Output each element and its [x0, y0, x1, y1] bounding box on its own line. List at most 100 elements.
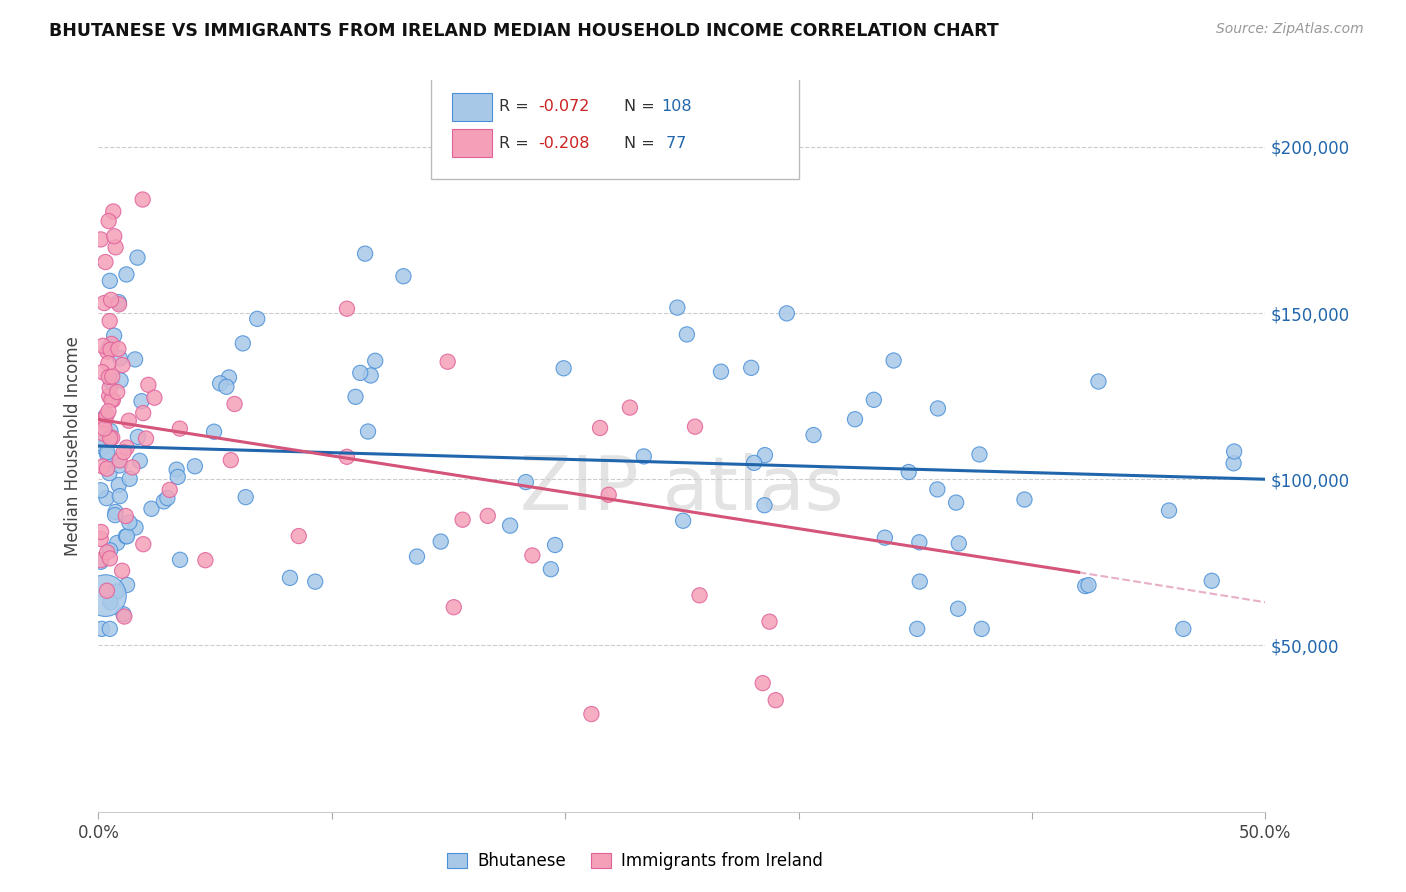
Point [112, 445, 135, 459]
Point [105, 584, 128, 599]
Point [598, 488, 620, 502]
Point [1014, 492, 1036, 507]
Point [107, 478, 129, 492]
Point [103, 204, 125, 219]
Point [844, 412, 866, 426]
Point [124, 352, 146, 367]
Point [897, 465, 920, 479]
Point [754, 498, 776, 512]
Point [131, 193, 153, 207]
Point [194, 553, 217, 567]
Point [515, 475, 537, 489]
Point [451, 513, 474, 527]
Point [215, 380, 238, 394]
Point [135, 432, 157, 446]
Point [90, 232, 112, 246]
Point [98, 274, 121, 288]
Point [1077, 578, 1099, 592]
Point [98, 314, 121, 328]
Point [676, 327, 699, 342]
Point [91, 426, 114, 441]
Point [104, 240, 127, 254]
Point [107, 342, 129, 356]
Point [1222, 456, 1244, 470]
Point [970, 622, 993, 636]
Point [169, 553, 191, 567]
Point [633, 450, 655, 464]
Point [105, 536, 128, 550]
Point [101, 392, 124, 407]
Point [91, 440, 114, 454]
Point [132, 537, 155, 551]
Point [100, 337, 122, 351]
Point [758, 615, 780, 629]
Point [96, 491, 118, 506]
Point [94, 255, 117, 269]
Point [127, 251, 149, 265]
Point [969, 447, 991, 461]
Point [98, 551, 121, 566]
Point [218, 370, 240, 384]
Text: Source: ZipAtlas.com: Source: ZipAtlas.com [1216, 22, 1364, 37]
Point [209, 376, 232, 391]
Point [90, 524, 112, 539]
Point [121, 460, 143, 475]
Point [98, 430, 121, 444]
Point [96, 583, 118, 598]
Point [883, 353, 905, 368]
Point [91, 365, 114, 379]
Point [689, 588, 711, 602]
Point [776, 306, 799, 320]
Point [124, 520, 146, 534]
Point [1223, 444, 1246, 458]
Point [101, 369, 124, 384]
Point [1157, 503, 1180, 517]
Text: -0.208: -0.208 [538, 136, 591, 151]
Point [392, 269, 415, 284]
Point [153, 494, 176, 508]
Point [90, 532, 112, 546]
Point [132, 406, 155, 420]
Point [945, 495, 967, 509]
Point [98, 431, 121, 445]
Point [246, 311, 269, 326]
Point [98, 389, 121, 403]
Point [100, 392, 122, 407]
Point [114, 508, 136, 523]
Point [159, 483, 181, 497]
Point [751, 676, 773, 690]
Point [105, 385, 128, 400]
Point [108, 351, 131, 366]
Point [138, 377, 160, 392]
Point [108, 453, 131, 467]
Point [93, 421, 115, 435]
Point [224, 397, 246, 411]
Point [1074, 579, 1097, 593]
Point [406, 549, 429, 564]
Point [97, 356, 120, 370]
Text: R =: R = [499, 99, 533, 114]
Point [232, 336, 254, 351]
Point [581, 706, 603, 721]
Text: 77: 77 [661, 136, 686, 151]
Point [96, 445, 118, 459]
Point [128, 454, 150, 468]
Point [862, 392, 884, 407]
Point [1173, 622, 1195, 636]
Point [873, 531, 896, 545]
Point [115, 529, 138, 543]
Point [108, 297, 131, 311]
Point [1087, 375, 1109, 389]
Point [118, 414, 141, 428]
FancyBboxPatch shape [451, 129, 492, 157]
Point [97, 370, 120, 384]
Point [908, 535, 931, 549]
Point [96, 344, 118, 359]
Point [94, 589, 117, 603]
Point [278, 571, 301, 585]
Point [905, 622, 928, 636]
Point [91, 459, 114, 474]
Point [287, 529, 309, 543]
Point [115, 268, 138, 282]
Point [235, 490, 257, 504]
